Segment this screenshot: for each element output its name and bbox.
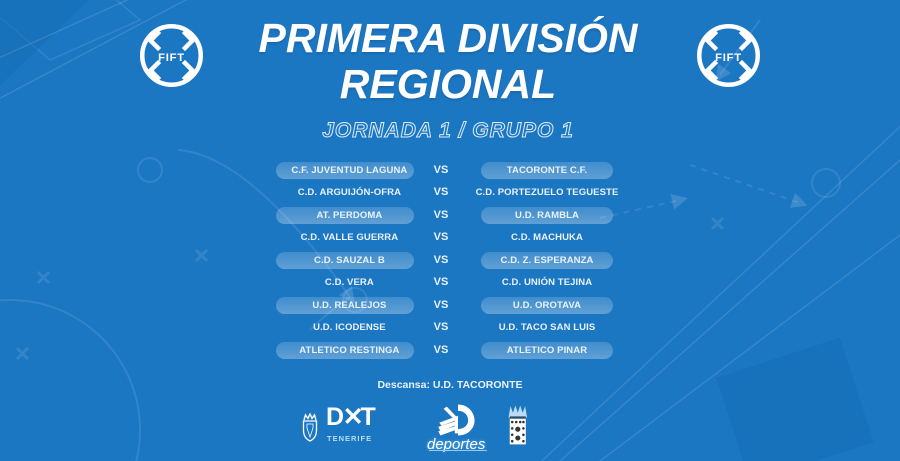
- svg-text:FIFT: FIFT: [158, 52, 185, 64]
- svg-text:FIFT: FIFT: [715, 52, 742, 64]
